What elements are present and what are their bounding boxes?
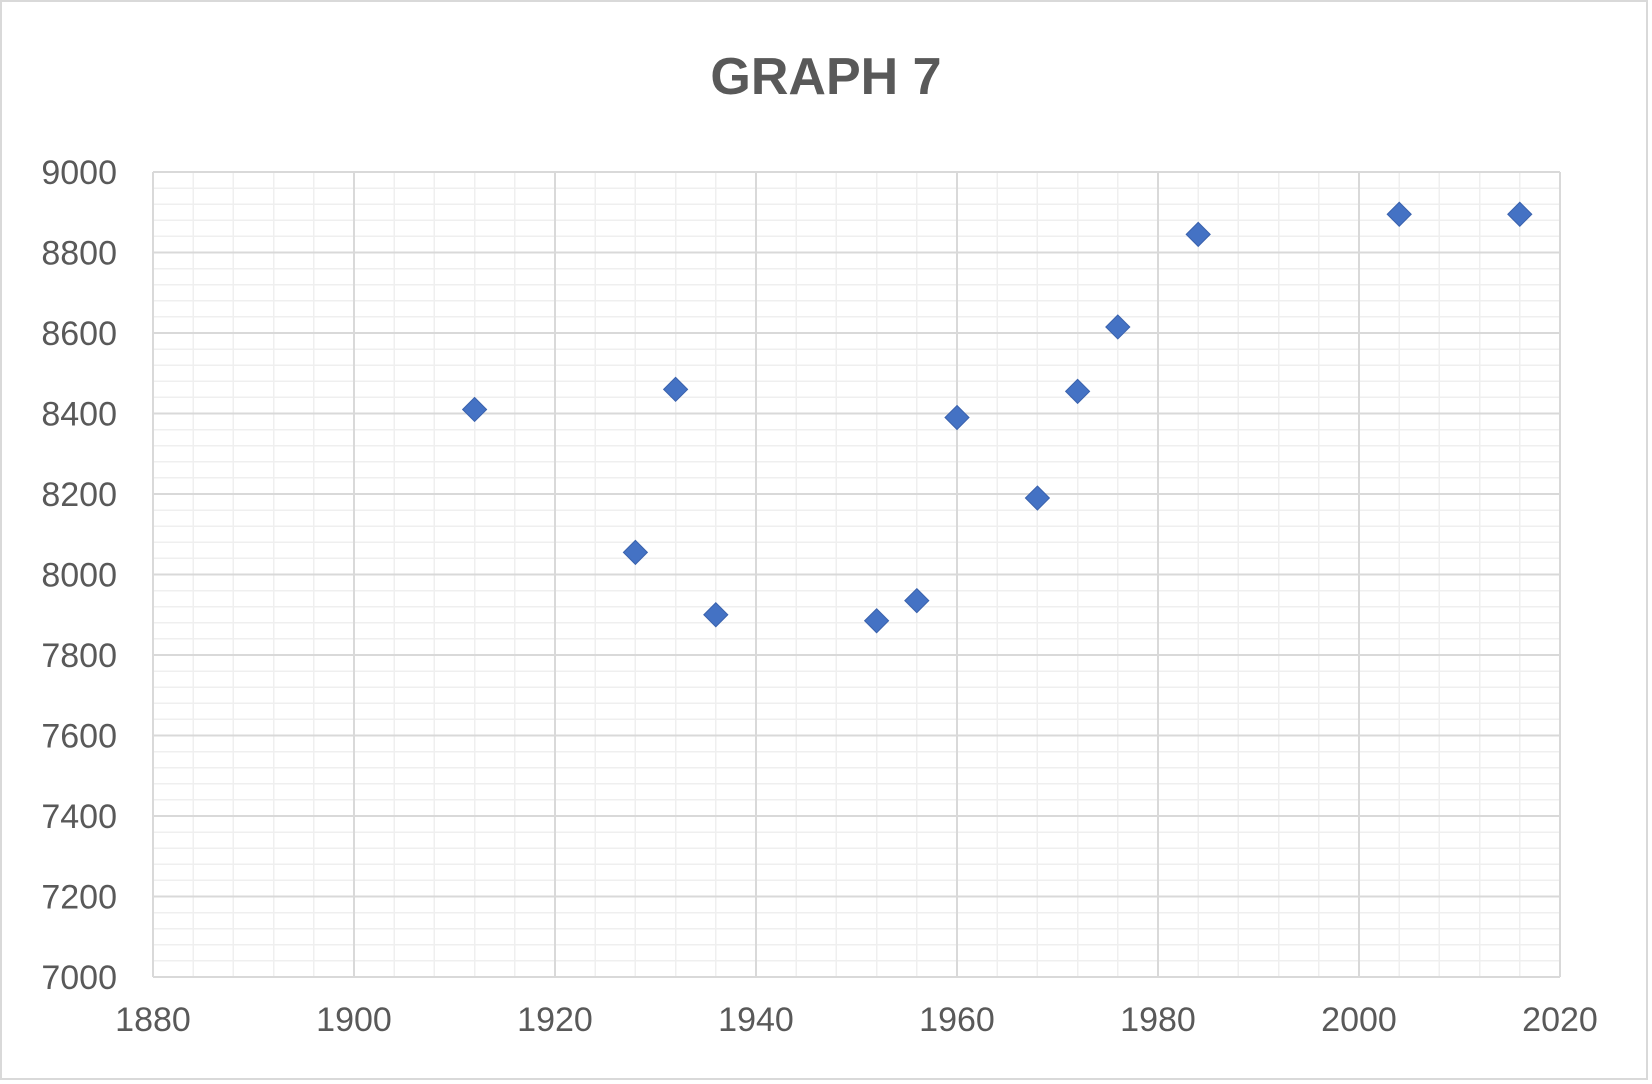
data-point-diamond	[904, 587, 930, 614]
data-point-diamond	[1386, 201, 1412, 227]
y-tick-label: 8800	[41, 235, 117, 273]
data-point-diamond	[1105, 314, 1131, 340]
x-tick-label: 1940	[718, 1001, 794, 1039]
y-tick-label: 8400	[41, 396, 117, 434]
x-tick-label: 1900	[316, 1001, 392, 1039]
x-tick-label: 2020	[1522, 1001, 1598, 1039]
y-tick-label: 7800	[41, 637, 117, 675]
y-tick-label: 7400	[41, 798, 117, 836]
data-point-diamond	[1507, 201, 1533, 227]
y-tick-label: 9000	[41, 154, 117, 192]
chart-title: GRAPH 7	[710, 48, 941, 106]
data-point-diamond	[461, 396, 488, 423]
y-tick-label: 7000	[41, 959, 117, 997]
y-tick-label: 8200	[41, 476, 117, 514]
data-point-diamond	[703, 602, 729, 628]
data-point-diamond	[944, 404, 970, 431]
x-tick-label: 1960	[919, 1001, 995, 1039]
data-points	[461, 201, 1533, 634]
x-tick-label: 2000	[1321, 1001, 1397, 1039]
y-tick-label: 7200	[41, 879, 117, 917]
y-axis-tick-labels: 7000 7200 7400 7600 7800 8000 8200 8400 8600 8800…	[41, 154, 117, 997]
x-tick-label: 1880	[115, 1001, 191, 1039]
data-point-diamond	[1185, 221, 1211, 248]
x-axis-tick-labels: 1880 1900 1920 1940 1960 1980 2000 2020	[115, 1001, 1598, 1039]
y-tick-label: 8000	[41, 557, 117, 595]
y-tick-label: 7600	[41, 718, 117, 756]
data-point-diamond	[622, 539, 649, 566]
x-tick-label: 1920	[517, 1001, 593, 1039]
x-tick-label: 1980	[1120, 1001, 1196, 1039]
y-tick-label: 8600	[41, 315, 117, 353]
data-point-diamond	[1024, 485, 1051, 511]
data-point-diamond	[1064, 378, 1091, 405]
data-point-diamond	[662, 376, 689, 403]
major-gridlines	[152, 171, 1561, 978]
data-point-diamond	[863, 608, 890, 634]
